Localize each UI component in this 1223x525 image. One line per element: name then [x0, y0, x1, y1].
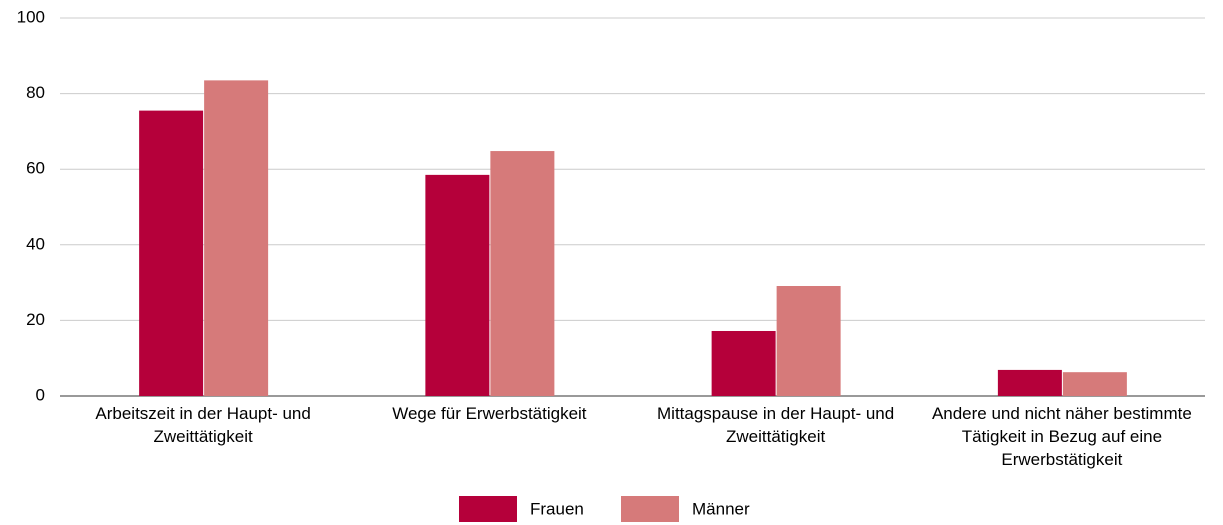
y-tick-label: 80	[26, 83, 45, 102]
y-tick-label: 0	[36, 385, 45, 404]
bar	[490, 151, 555, 396]
y-tick-label: 60	[26, 159, 45, 178]
legend-label: Frauen	[530, 499, 584, 518]
legend-swatch	[621, 496, 679, 522]
legend-label: Männer	[692, 499, 750, 518]
bar	[1062, 372, 1127, 396]
y-tick-label: 100	[17, 7, 45, 26]
legend-swatch	[459, 496, 517, 522]
x-tick-label: Arbeitszeit in der Haupt- und Zweittätig…	[95, 404, 311, 446]
y-tick-label: 20	[26, 310, 45, 329]
bar	[204, 80, 269, 397]
bar	[425, 174, 490, 396]
bar	[711, 330, 776, 396]
y-tick-label: 40	[26, 234, 45, 253]
x-tick-label: Andere und nicht näher bestimmte Tätigke…	[931, 404, 1192, 469]
bar	[997, 369, 1062, 396]
x-tick-label: Wege für Erwerbstätigkeit	[392, 404, 587, 423]
bar	[139, 110, 204, 397]
x-tick-label: Mittagspause in der Haupt- und Zweittäti…	[657, 404, 895, 446]
bar	[776, 286, 841, 396]
